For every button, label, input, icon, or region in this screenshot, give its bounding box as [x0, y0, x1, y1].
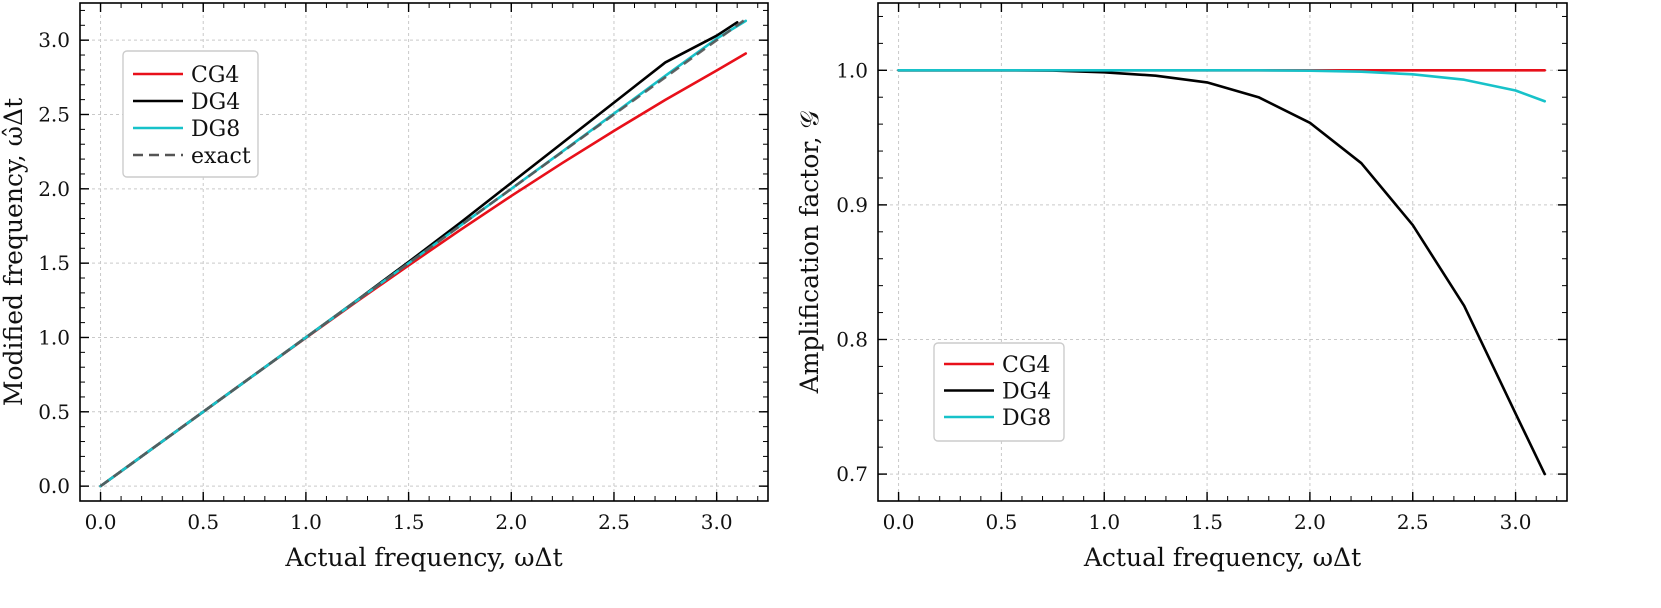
series-lines	[897, 69, 1547, 476]
panel-amplification-factor: 0.0 0.5 1.0 1.5 2.0 2.5 3.0 0.7 0.8 0.9 1.0 Actual …	[795, 2, 1568, 572]
y-tick-label: 0.0	[38, 474, 70, 498]
y-axis-label: Modified frequency, ω̂Δt	[0, 98, 28, 406]
x-tick-label: 0.0	[85, 510, 117, 534]
x-axis-label: Actual frequency, ωΔt	[1083, 543, 1361, 572]
plot-frame	[79, 2, 769, 502]
x-tick-label: 0.5	[187, 510, 219, 534]
y-tick-label: 1.0	[836, 58, 868, 82]
y-tick-label: 3.0	[38, 28, 70, 52]
panel-modified-frequency: 0.0 0.5 1.0 1.5 2.0 2.5 3.0 0.0 0.5 1.0 1.5 2.0 2.5 3…	[0, 2, 769, 572]
series-line-exact	[99, 18, 747, 488]
legend-label-cg4: CG4	[191, 63, 239, 88]
y-tick-label: 2.5	[38, 102, 70, 126]
legend-label-dg8: DG8	[1002, 406, 1051, 431]
x-tick-label: 1.0	[1088, 510, 1120, 534]
x-tick-label: 0.5	[985, 510, 1017, 534]
x-tick-label: 3.0	[1500, 510, 1532, 534]
y-tick-label: 0.7	[836, 462, 868, 486]
x-tick-label: 1.0	[290, 510, 322, 534]
legend-label-dg4: DG4	[1002, 380, 1051, 405]
x-axis-label: Actual frequency, ωΔt	[284, 543, 562, 572]
x-tick-label: 2.0	[1294, 510, 1326, 534]
legend-frame	[122, 50, 259, 178]
legend-label-dg4: DG4	[191, 90, 240, 115]
x-tick-label: 2.0	[495, 510, 527, 534]
legend-label-cg4: CG4	[1002, 353, 1050, 378]
x-tick-label: 2.5	[598, 510, 630, 534]
y-tick-label: 2.0	[38, 177, 70, 201]
x-tick-label: 0.0	[883, 510, 915, 534]
series-lines	[99, 18, 748, 488]
y-tick-label: 0.8	[836, 327, 868, 351]
x-tick-label: 1.5	[393, 510, 425, 534]
plot-frame	[877, 2, 1568, 502]
x-tick-label: 3.0	[701, 510, 733, 534]
legend-label-dg8: DG8	[191, 117, 240, 142]
x-tick-label: 1.5	[1191, 510, 1223, 534]
y-axis-label: Amplification factor, 𝒢	[795, 110, 824, 394]
y-tick-label: 0.9	[836, 193, 868, 217]
y-tick-label: 0.5	[38, 400, 70, 424]
y-tick-label: 1.0	[38, 325, 70, 349]
y-tick-label: 1.5	[38, 251, 70, 275]
grid-lines	[80, 3, 768, 501]
x-tick-label: 2.5	[1397, 510, 1429, 534]
legend-label-exact: exact	[191, 144, 251, 169]
series-line-dg8	[897, 69, 1547, 103]
